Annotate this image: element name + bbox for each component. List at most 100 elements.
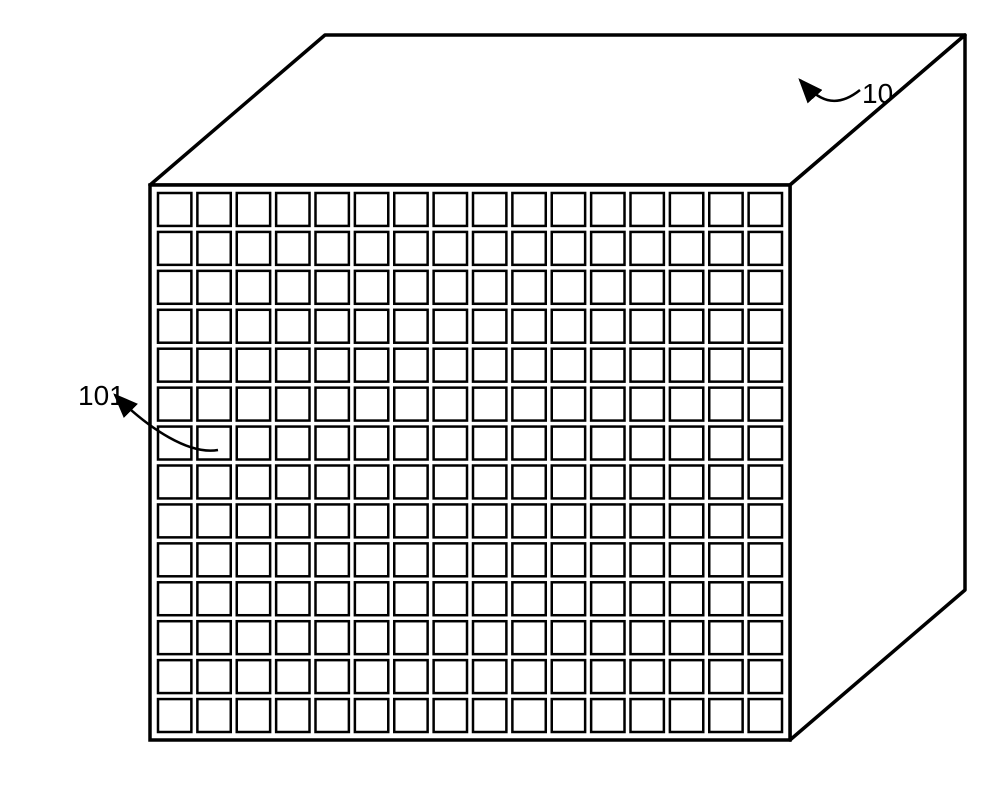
channel-cell (394, 232, 427, 265)
channel-cell (316, 427, 349, 460)
channel-cell (670, 193, 703, 226)
channel-cell (670, 699, 703, 732)
channel-cell (670, 660, 703, 693)
channel-cell (276, 232, 309, 265)
channel-cell (631, 310, 664, 343)
channel-cell (631, 699, 664, 732)
channel-cell (158, 193, 191, 226)
label-cell-reference: 101 (78, 380, 125, 412)
channel-cell (237, 466, 270, 499)
channel-cell (394, 271, 427, 304)
channel-cell (158, 699, 191, 732)
channel-cell (355, 193, 388, 226)
channel-cell (394, 388, 427, 421)
cube-front-face (150, 185, 790, 740)
channel-cell (394, 621, 427, 654)
channel-cell (355, 504, 388, 537)
channel-cell (197, 193, 230, 226)
channel-cell (237, 349, 270, 382)
channel-cell (552, 660, 585, 693)
channel-cell (197, 388, 230, 421)
channel-cell (670, 466, 703, 499)
channel-cell (670, 582, 703, 615)
channel-cell (316, 660, 349, 693)
channel-cell (709, 193, 742, 226)
channel-cell (709, 621, 742, 654)
channel-cell (237, 193, 270, 226)
channel-cell (473, 504, 506, 537)
channel-cell (237, 232, 270, 265)
channel-cell (670, 232, 703, 265)
channel-cell (552, 349, 585, 382)
channel-cell (197, 621, 230, 654)
channel-cell (670, 388, 703, 421)
channel-cell (512, 582, 545, 615)
channel-cell (670, 621, 703, 654)
channel-cell (355, 271, 388, 304)
channel-cell (631, 232, 664, 265)
channel-cell (512, 543, 545, 576)
channel-cell (355, 582, 388, 615)
channel-cell (394, 349, 427, 382)
channel-cell (237, 271, 270, 304)
channel-cell (434, 232, 467, 265)
channel-cell (316, 310, 349, 343)
channel-cell (749, 349, 782, 382)
channel-cell (276, 388, 309, 421)
channel-cell (355, 543, 388, 576)
channel-cell (434, 427, 467, 460)
channel-cell (276, 621, 309, 654)
channel-cell (158, 504, 191, 537)
channel-cell (197, 504, 230, 537)
channel-cell (552, 543, 585, 576)
label-main-reference: 10 (862, 78, 893, 110)
channel-cell (749, 582, 782, 615)
channel-cell (316, 193, 349, 226)
channel-cell (197, 427, 230, 460)
channel-cell (197, 232, 230, 265)
channel-cell (158, 388, 191, 421)
channel-cell (552, 699, 585, 732)
channel-cell (158, 232, 191, 265)
channel-cell (552, 466, 585, 499)
channel-cell (512, 271, 545, 304)
channel-cell (552, 310, 585, 343)
channel-cell (631, 271, 664, 304)
channel-cell (316, 504, 349, 537)
channel-cell (158, 466, 191, 499)
channel-cell (316, 582, 349, 615)
channel-cell (552, 504, 585, 537)
channel-cell (355, 310, 388, 343)
channel-cell (434, 388, 467, 421)
channel-cell (591, 699, 624, 732)
channel-cell (355, 621, 388, 654)
channel-cell (237, 310, 270, 343)
channel-cell (316, 466, 349, 499)
channel-cell (631, 388, 664, 421)
channel-cell (158, 621, 191, 654)
channel-cell (316, 543, 349, 576)
channel-cell (197, 660, 230, 693)
channel-cell (434, 271, 467, 304)
channel-cell (473, 660, 506, 693)
channel-cell (512, 310, 545, 343)
channel-cell (591, 349, 624, 382)
channel-cell (512, 621, 545, 654)
channel-cell (316, 621, 349, 654)
channel-cell (591, 388, 624, 421)
channel-cell (552, 232, 585, 265)
channel-cell (552, 193, 585, 226)
channel-cell (355, 388, 388, 421)
channel-cell (473, 349, 506, 382)
channel-cell (709, 232, 742, 265)
channel-cell (237, 660, 270, 693)
channel-cell (749, 621, 782, 654)
channel-cell (158, 582, 191, 615)
channel-cell (276, 504, 309, 537)
channel-cell (197, 349, 230, 382)
channel-cell (434, 466, 467, 499)
channel-cell (197, 543, 230, 576)
channel-cell (591, 232, 624, 265)
channel-cell (631, 621, 664, 654)
channel-cell (276, 427, 309, 460)
